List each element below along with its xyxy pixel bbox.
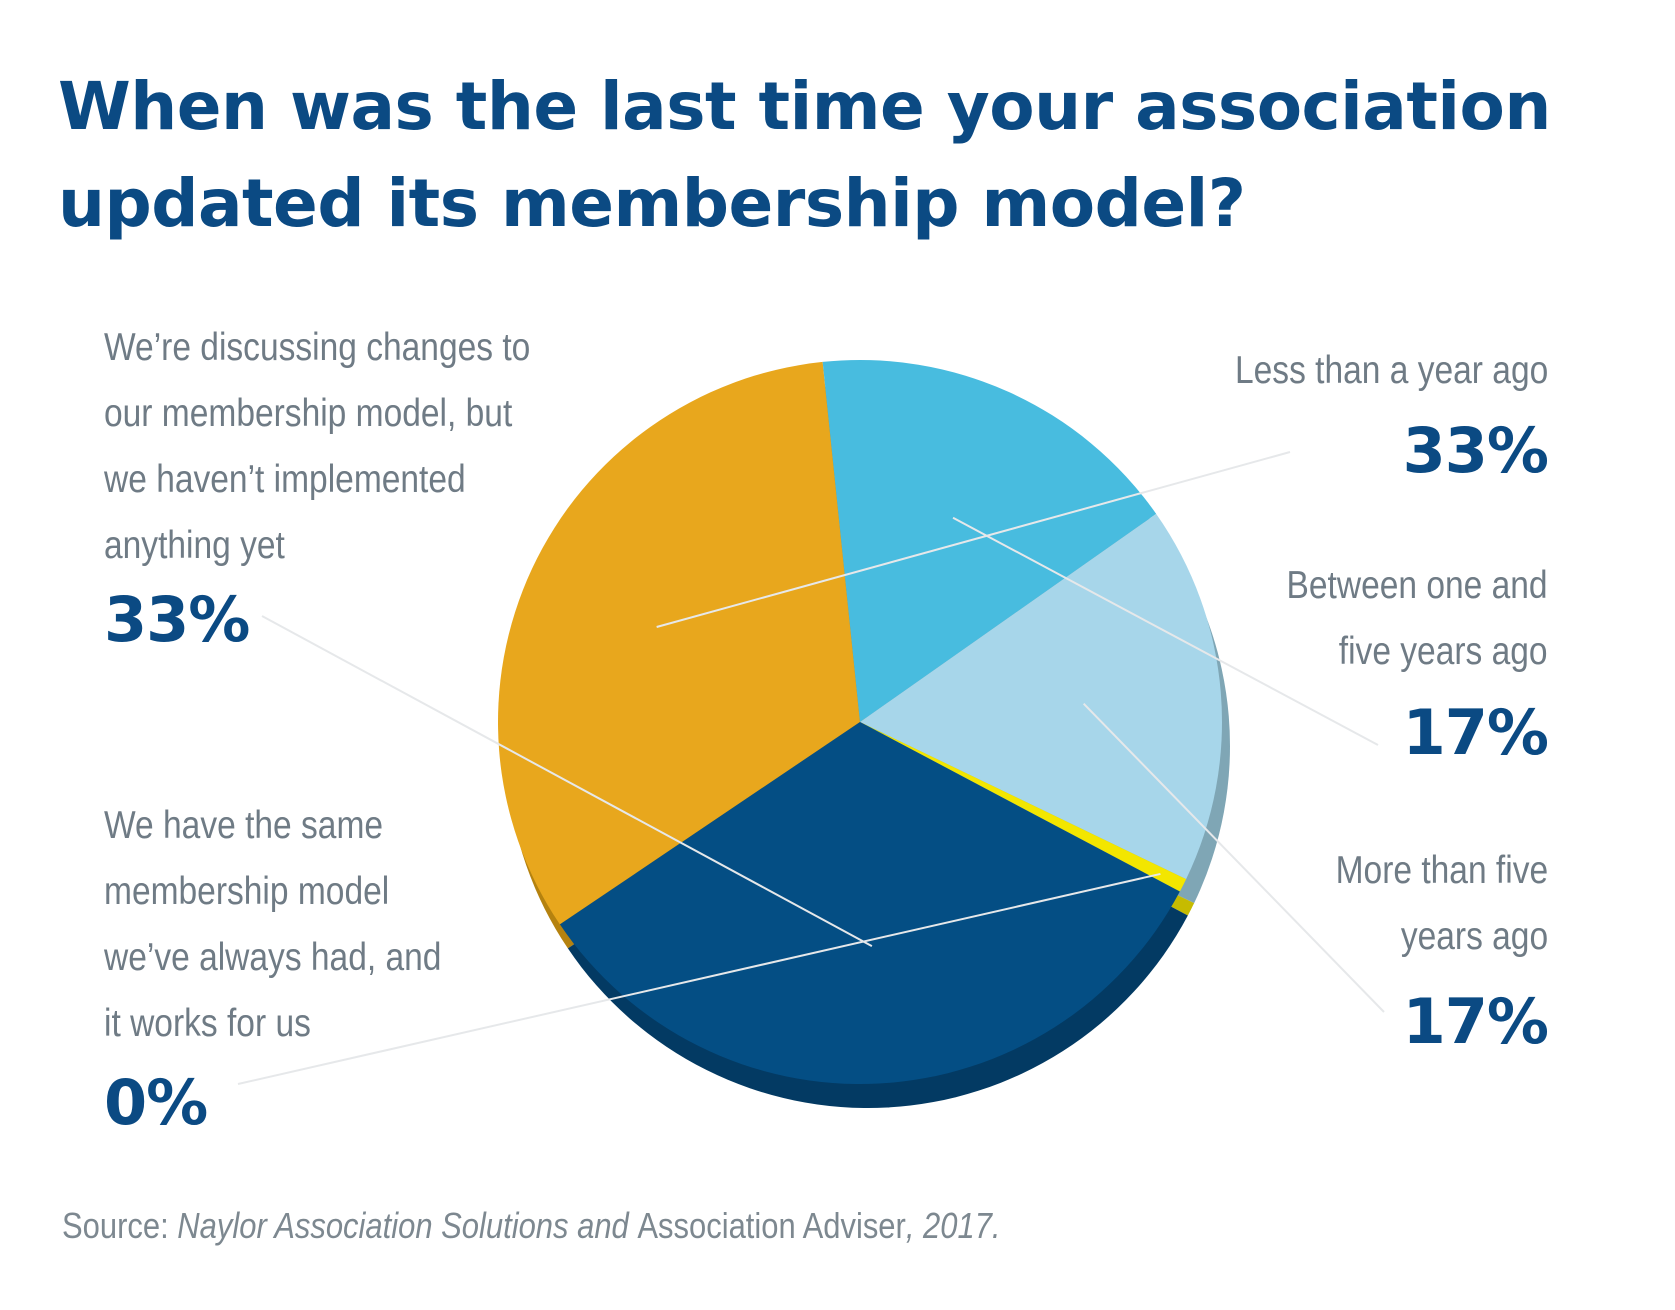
label-discussing-line-4: anything yet [104, 524, 285, 567]
pie-slice-4 [559, 722, 1180, 1085]
pct-discussing: 33% [104, 583, 250, 656]
label-less-than-year: Less than a year ago [1235, 338, 1548, 404]
source-prefix: Source: [62, 1205, 178, 1246]
leader-line-4 [261, 615, 873, 948]
pie-slice-3 [860, 722, 1187, 892]
label-more-than-five-line-2: years ago [1400, 915, 1548, 958]
label-discussing: We’re discussing changes to our membersh… [104, 315, 530, 579]
source-part-1: Naylor Association Solutions and [177, 1205, 638, 1246]
pie-slice-0 [497, 361, 860, 925]
pct-more-than-five: 17% [1402, 985, 1549, 1058]
label-same-model-line-2: membership model [104, 870, 390, 913]
chart-title-line-2: updated its membership model? [58, 165, 1246, 242]
pct-same-model: 0% [104, 1066, 208, 1139]
label-same-model: We have the same membership model we’ve … [104, 793, 441, 1057]
label-same-model-line-3: we’ve always had, and [104, 936, 442, 979]
label-discussing-line-1: We’re discussing changes to [104, 326, 531, 369]
label-discussing-line-3: we haven’t implemented [104, 458, 466, 501]
pct-less-than-year: 33% [1402, 414, 1549, 487]
leader-line-0 [656, 451, 1291, 628]
leader-line-2 [1082, 702, 1385, 1013]
label-less-than-year-line-1: Less than a year ago [1234, 349, 1548, 392]
chart-title: When was the last time your association … [58, 58, 1658, 252]
source-part-2: Association Adviser [637, 1205, 906, 1246]
label-same-model-line-4: it works for us [104, 1002, 311, 1045]
leader-line-1 [952, 516, 1379, 746]
pie-slice-1 [822, 360, 1157, 722]
label-one-to-five-line-2: five years ago [1339, 630, 1548, 673]
pie-slice-2 [860, 513, 1223, 880]
source-part-3: , 2017. [905, 1205, 1001, 1246]
label-more-than-five-line-1: More than five [1335, 849, 1548, 892]
chart-title-line-1: When was the last time your association [58, 68, 1551, 145]
label-discussing-line-2: our membership model, but [104, 392, 513, 435]
source-note: Source: Naylor Association Solutions and… [62, 1205, 1001, 1247]
label-one-to-five: Between one and five years ago [1287, 553, 1548, 685]
label-same-model-line-1: We have the same [104, 804, 384, 847]
label-more-than-five: More than five years ago [1335, 838, 1548, 970]
pct-one-to-five: 17% [1402, 696, 1549, 769]
leader-line-3 [237, 872, 1161, 1085]
label-one-to-five-line-1: Between one and [1286, 564, 1548, 607]
